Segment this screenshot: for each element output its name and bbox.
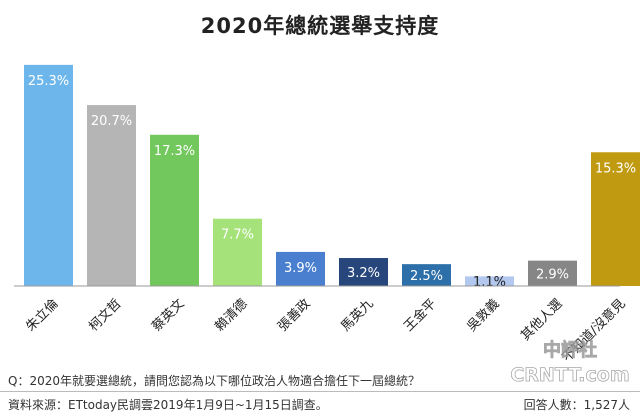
bar-4: [213, 218, 262, 286]
bar-8: [465, 276, 514, 286]
bar-value-label-9: 2.9%: [536, 267, 569, 282]
x-tick-label-7: 王金平: [401, 296, 440, 335]
bar-value-label-1: 25.3%: [28, 74, 69, 89]
bar-chart: 25.3% 20.7% 17.3% 7.7% 3.9% 3.2% 2.5% 1.1% 2.9% 1…: [14, 64, 640, 366]
x-tick-label-6: 馬英九: [338, 296, 376, 334]
bar-1: [24, 64, 73, 287]
x-tick-label-9: 其他人選: [518, 296, 565, 343]
chart-title: 2020年總統選舉支持度: [200, 14, 440, 38]
x-tick-label-1: 朱立倫: [23, 296, 61, 334]
x-tick-label-5: 張善政: [275, 296, 314, 335]
bar-value-label-10: 15.3%: [595, 161, 636, 176]
x-tick-label-10: 不知道/沒意見: [559, 296, 629, 366]
bar-10: [591, 152, 640, 286]
x-tick-label-2: 柯文哲: [86, 296, 124, 334]
bar-2: [87, 105, 136, 286]
x-tick-label-3: 蔡英文: [149, 296, 187, 334]
bar-7: [402, 264, 451, 286]
bars-group: 25.3% 20.7% 17.3% 7.7% 3.9% 3.2% 2.5% 1.1% 2.9% 1…: [24, 64, 640, 290]
bar-value-label-4: 7.7%: [221, 228, 254, 243]
respondent-count: 回答人數：1,527人: [523, 398, 630, 412]
survey-question: Q：2020年就要選總統，請問您認為以下哪位政治人物適合擔任下一屆總統？: [8, 374, 420, 388]
bar-9: [528, 260, 577, 286]
footer-divider: [0, 391, 640, 392]
bar-3: [150, 134, 199, 286]
bar-6: [339, 258, 388, 286]
data-source: 資料來源：ETtoday民調雲2019年1月9日~1月15日調查。: [8, 398, 328, 412]
bar-value-label-8: 1.1%: [473, 275, 506, 290]
bar-value-label-3: 17.3%: [154, 144, 195, 159]
bar-value-label-6: 3.2%: [347, 266, 380, 281]
x-tick-label-8: 吳敦義: [464, 296, 503, 335]
bar-5: [276, 251, 325, 286]
bar-value-label-2: 20.7%: [91, 114, 132, 129]
x-tick-label-4: 賴清德: [212, 296, 250, 334]
bar-value-label-5: 3.9%: [284, 261, 317, 276]
bar-value-label-7: 2.5%: [410, 269, 443, 284]
